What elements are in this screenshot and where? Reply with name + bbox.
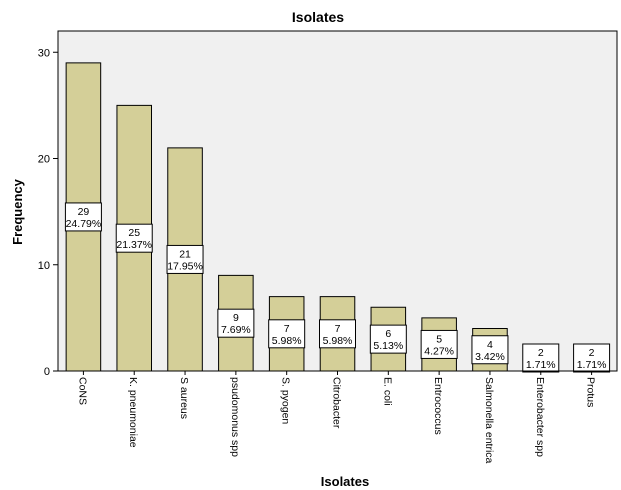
data-label-box	[115, 223, 153, 253]
data-label-percent: 5.98%	[272, 335, 302, 347]
x-category-label: Citrobacter	[331, 377, 343, 429]
data-label-count: 7	[335, 323, 341, 335]
data-label-box	[369, 324, 407, 354]
data-label-box	[268, 319, 306, 349]
x-category-label: Entrococcus	[432, 377, 444, 435]
x-category-label: K. pneumoniae	[127, 377, 139, 448]
x-axis-title: Isolates	[321, 474, 369, 489]
data-label-box	[573, 343, 611, 373]
x-category-label: Salmonella entrica	[483, 377, 495, 464]
data-label-box	[319, 319, 356, 349]
y-tick-label: 30	[38, 47, 50, 59]
y-tick-label: 0	[44, 366, 50, 378]
x-category-label: psudomonus spp	[229, 377, 241, 457]
x-category-label: S aureus	[178, 377, 190, 419]
data-label-count: 9	[233, 312, 239, 324]
data-label-box	[471, 335, 509, 365]
data-label-percent: 4.27%	[424, 345, 454, 357]
data-label-box	[217, 308, 255, 338]
x-category-label: Enterobacter spp	[534, 377, 546, 457]
data-label-count: 6	[385, 328, 391, 340]
data-label-box	[522, 343, 560, 373]
data-label-percent: 1.71%	[577, 359, 607, 371]
data-label-percent: 7.69%	[221, 324, 251, 336]
data-label-percent: 24.79%	[66, 218, 102, 230]
data-label-percent: 1.71%	[526, 359, 556, 371]
data-label-percent: 3.42%	[475, 351, 505, 363]
data-label-count: 29	[78, 206, 90, 218]
data-label-count: 2	[589, 347, 595, 359]
data-label-box	[64, 202, 102, 232]
chart-title: Isolates	[292, 9, 344, 25]
data-label-count: 21	[179, 248, 191, 260]
data-label-percent: 17.95%	[167, 260, 203, 272]
y-axis-title: Frequency	[10, 178, 25, 245]
data-label-box	[420, 329, 458, 359]
y-tick-label: 20	[38, 154, 50, 166]
data-label-count: 4	[487, 339, 493, 351]
y-tick-label: 10	[38, 260, 50, 272]
x-category-label: S. pyogen	[280, 377, 292, 424]
data-label-count: 5	[436, 333, 442, 345]
x-category-label: Protus	[585, 377, 597, 407]
data-label-count: 25	[128, 227, 140, 239]
data-label-box	[166, 244, 204, 274]
x-category-label: CoNS	[76, 377, 88, 405]
data-label-percent: 21.37%	[116, 239, 152, 251]
data-label-percent: 5.98%	[323, 335, 353, 347]
data-label-count: 7	[284, 323, 290, 335]
x-category-label: E. coli	[381, 377, 393, 406]
data-label-count: 2	[538, 347, 544, 359]
data-label-percent: 5.13%	[373, 340, 403, 352]
